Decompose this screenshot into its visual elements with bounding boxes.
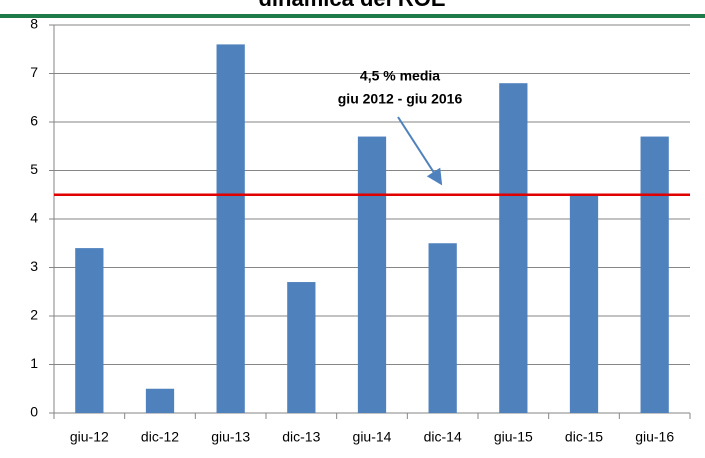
y-tick-label: 2 [30, 307, 38, 323]
title-rule [0, 14, 705, 18]
x-tick-label: dic-14 [424, 429, 462, 445]
y-tick-label: 0 [30, 404, 38, 420]
chart-title: dinamica del ROE [258, 0, 445, 11]
bar [499, 83, 528, 413]
bar [569, 194, 599, 413]
bar [145, 388, 175, 413]
y-tick-label: 4 [30, 210, 38, 226]
x-tick-label: giu-13 [211, 429, 250, 445]
y-tick-label: 8 [30, 16, 38, 32]
bar [640, 136, 669, 414]
bar [287, 282, 316, 413]
annotation: 4,5 % media [360, 68, 440, 84]
y-tick-label: 5 [30, 161, 38, 177]
bar [75, 248, 104, 413]
y-tick-label: 1 [30, 355, 38, 371]
annotation-arrow [397, 116, 443, 186]
bar [428, 243, 457, 413]
x-tick-label: giu-16 [635, 429, 674, 445]
x-tick-label: giu-12 [70, 429, 109, 445]
x-tick-label: giu-14 [353, 429, 392, 445]
y-tick-label: 7 [30, 64, 38, 80]
y-tick-label: 3 [30, 258, 38, 274]
y-tick-label: 6 [30, 113, 38, 129]
plot: 0 1 2 3 4 5 6 7 8 giu-12 dic-12 giu-13 dic-13 giu-14 d… [30, 16, 691, 445]
x-tick-label: dic-13 [282, 429, 320, 445]
x-tick-label: giu-15 [494, 429, 533, 445]
bar [357, 136, 387, 414]
x-tick-label: dic-12 [141, 429, 179, 445]
bar [216, 44, 245, 414]
x-tick-label: dic-15 [565, 429, 603, 445]
annotation: giu 2012 - giu 2016 [338, 91, 463, 107]
